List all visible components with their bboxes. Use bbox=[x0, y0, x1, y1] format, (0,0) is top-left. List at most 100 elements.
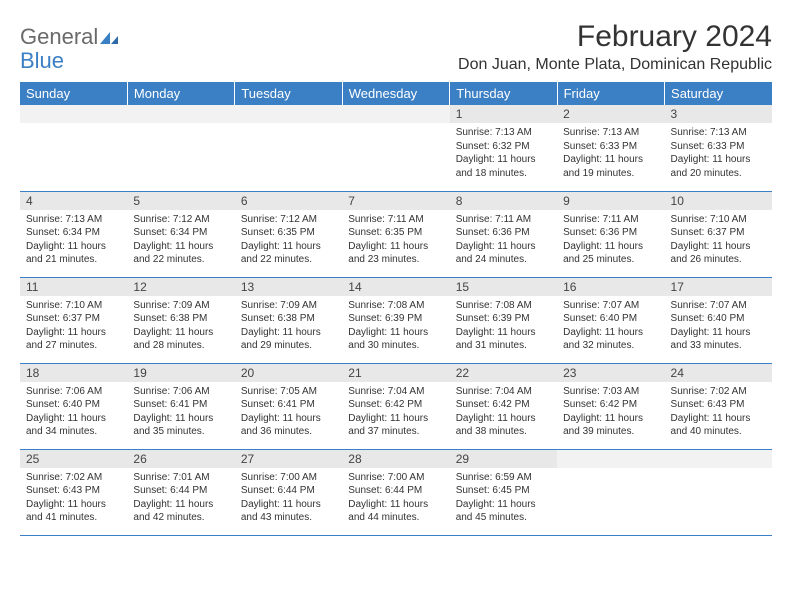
sunrise-line: Sunrise: 7:10 AM bbox=[671, 213, 766, 227]
sunset-line: Sunset: 6:39 PM bbox=[456, 312, 551, 326]
daylight-line: Daylight: 11 hours and 23 minutes. bbox=[348, 240, 443, 267]
day-content: Sunrise: 7:04 AMSunset: 6:42 PMDaylight:… bbox=[342, 382, 449, 443]
daylight-line: Daylight: 11 hours and 25 minutes. bbox=[563, 240, 658, 267]
day-number: 24 bbox=[665, 364, 772, 382]
daylight-line: Daylight: 11 hours and 20 minutes. bbox=[671, 153, 766, 180]
week-row: 4Sunrise: 7:13 AMSunset: 6:34 PMDaylight… bbox=[20, 191, 772, 277]
sunrise-line: Sunrise: 7:11 AM bbox=[456, 213, 551, 227]
day-number: 6 bbox=[235, 192, 342, 210]
day-number: 5 bbox=[127, 192, 234, 210]
day-cell: 12Sunrise: 7:09 AMSunset: 6:38 PMDayligh… bbox=[127, 277, 234, 363]
header: General Blue February 2024 Don Juan, Mon… bbox=[20, 20, 772, 74]
day-number-empty bbox=[20, 105, 127, 123]
day-number: 27 bbox=[235, 450, 342, 468]
sunrise-line: Sunrise: 7:08 AM bbox=[348, 299, 443, 313]
daylight-line: Daylight: 11 hours and 34 minutes. bbox=[26, 412, 121, 439]
day-cell bbox=[235, 105, 342, 191]
day-cell: 13Sunrise: 7:09 AMSunset: 6:38 PMDayligh… bbox=[235, 277, 342, 363]
day-cell: 3Sunrise: 7:13 AMSunset: 6:33 PMDaylight… bbox=[665, 105, 772, 191]
day-cell bbox=[127, 105, 234, 191]
day-cell bbox=[342, 105, 449, 191]
day-content: Sunrise: 7:12 AMSunset: 6:35 PMDaylight:… bbox=[235, 210, 342, 271]
sunrise-line: Sunrise: 7:07 AM bbox=[671, 299, 766, 313]
dow-header-cell: Sunday bbox=[20, 82, 127, 105]
day-cell: 10Sunrise: 7:10 AMSunset: 6:37 PMDayligh… bbox=[665, 191, 772, 277]
day-content: Sunrise: 7:13 AMSunset: 6:33 PMDaylight:… bbox=[557, 123, 664, 184]
day-number: 19 bbox=[127, 364, 234, 382]
day-cell: 6Sunrise: 7:12 AMSunset: 6:35 PMDaylight… bbox=[235, 191, 342, 277]
sunrise-line: Sunrise: 7:00 AM bbox=[348, 471, 443, 485]
day-cell: 5Sunrise: 7:12 AMSunset: 6:34 PMDaylight… bbox=[127, 191, 234, 277]
sunset-line: Sunset: 6:40 PM bbox=[26, 398, 121, 412]
sunset-line: Sunset: 6:37 PM bbox=[26, 312, 121, 326]
sunrise-line: Sunrise: 7:13 AM bbox=[563, 126, 658, 140]
day-number: 17 bbox=[665, 278, 772, 296]
day-number: 18 bbox=[20, 364, 127, 382]
day-cell: 23Sunrise: 7:03 AMSunset: 6:42 PMDayligh… bbox=[557, 363, 664, 449]
sunset-line: Sunset: 6:32 PM bbox=[456, 140, 551, 154]
daylight-line: Daylight: 11 hours and 39 minutes. bbox=[563, 412, 658, 439]
sunset-line: Sunset: 6:40 PM bbox=[563, 312, 658, 326]
day-cell: 21Sunrise: 7:04 AMSunset: 6:42 PMDayligh… bbox=[342, 363, 449, 449]
day-content: Sunrise: 7:13 AMSunset: 6:32 PMDaylight:… bbox=[450, 123, 557, 184]
sunrise-line: Sunrise: 7:03 AM bbox=[563, 385, 658, 399]
day-content: Sunrise: 7:06 AMSunset: 6:40 PMDaylight:… bbox=[20, 382, 127, 443]
sunset-line: Sunset: 6:39 PM bbox=[348, 312, 443, 326]
day-cell: 15Sunrise: 7:08 AMSunset: 6:39 PMDayligh… bbox=[450, 277, 557, 363]
day-cell: 1Sunrise: 7:13 AMSunset: 6:32 PMDaylight… bbox=[450, 105, 557, 191]
day-number: 29 bbox=[450, 450, 557, 468]
day-content: Sunrise: 6:59 AMSunset: 6:45 PMDaylight:… bbox=[450, 468, 557, 529]
sunset-line: Sunset: 6:41 PM bbox=[241, 398, 336, 412]
sunset-line: Sunset: 6:40 PM bbox=[671, 312, 766, 326]
daylight-line: Daylight: 11 hours and 22 minutes. bbox=[241, 240, 336, 267]
sunrise-line: Sunrise: 7:04 AM bbox=[456, 385, 551, 399]
day-content: Sunrise: 7:02 AMSunset: 6:43 PMDaylight:… bbox=[20, 468, 127, 529]
sunrise-line: Sunrise: 7:13 AM bbox=[26, 213, 121, 227]
sunset-line: Sunset: 6:42 PM bbox=[348, 398, 443, 412]
day-content: Sunrise: 7:06 AMSunset: 6:41 PMDaylight:… bbox=[127, 382, 234, 443]
logo-sail-icon bbox=[100, 30, 118, 44]
sunset-line: Sunset: 6:43 PM bbox=[26, 484, 121, 498]
sunrise-line: Sunrise: 7:07 AM bbox=[563, 299, 658, 313]
sunset-line: Sunset: 6:43 PM bbox=[671, 398, 766, 412]
sunrise-line: Sunrise: 7:09 AM bbox=[133, 299, 228, 313]
dow-header-cell: Friday bbox=[557, 82, 664, 105]
sunset-line: Sunset: 6:38 PM bbox=[133, 312, 228, 326]
daylight-line: Daylight: 11 hours and 24 minutes. bbox=[456, 240, 551, 267]
day-content: Sunrise: 7:13 AMSunset: 6:33 PMDaylight:… bbox=[665, 123, 772, 184]
sunset-line: Sunset: 6:42 PM bbox=[456, 398, 551, 412]
day-number: 15 bbox=[450, 278, 557, 296]
day-content: Sunrise: 7:00 AMSunset: 6:44 PMDaylight:… bbox=[235, 468, 342, 529]
day-cell: 25Sunrise: 7:02 AMSunset: 6:43 PMDayligh… bbox=[20, 449, 127, 535]
day-content: Sunrise: 7:10 AMSunset: 6:37 PMDaylight:… bbox=[665, 210, 772, 271]
sunset-line: Sunset: 6:41 PM bbox=[133, 398, 228, 412]
sunrise-line: Sunrise: 7:10 AM bbox=[26, 299, 121, 313]
day-content: Sunrise: 7:09 AMSunset: 6:38 PMDaylight:… bbox=[127, 296, 234, 357]
day-cell: 24Sunrise: 7:02 AMSunset: 6:43 PMDayligh… bbox=[665, 363, 772, 449]
dow-header-cell: Monday bbox=[127, 82, 234, 105]
daylight-line: Daylight: 11 hours and 33 minutes. bbox=[671, 326, 766, 353]
day-number-empty bbox=[235, 105, 342, 123]
day-content: Sunrise: 7:11 AMSunset: 6:35 PMDaylight:… bbox=[342, 210, 449, 271]
dow-header-cell: Saturday bbox=[665, 82, 772, 105]
day-content: Sunrise: 7:08 AMSunset: 6:39 PMDaylight:… bbox=[450, 296, 557, 357]
day-cell bbox=[557, 449, 664, 535]
day-number-empty bbox=[665, 450, 772, 468]
day-content: Sunrise: 7:08 AMSunset: 6:39 PMDaylight:… bbox=[342, 296, 449, 357]
day-content: Sunrise: 7:11 AMSunset: 6:36 PMDaylight:… bbox=[450, 210, 557, 271]
daylight-line: Daylight: 11 hours and 38 minutes. bbox=[456, 412, 551, 439]
sunrise-line: Sunrise: 7:06 AM bbox=[26, 385, 121, 399]
day-number: 3 bbox=[665, 105, 772, 123]
dow-header-cell: Thursday bbox=[450, 82, 557, 105]
sunset-line: Sunset: 6:33 PM bbox=[563, 140, 658, 154]
day-number: 12 bbox=[127, 278, 234, 296]
sunrise-line: Sunrise: 7:12 AM bbox=[241, 213, 336, 227]
daylight-line: Daylight: 11 hours and 21 minutes. bbox=[26, 240, 121, 267]
day-cell: 29Sunrise: 6:59 AMSunset: 6:45 PMDayligh… bbox=[450, 449, 557, 535]
day-content: Sunrise: 7:04 AMSunset: 6:42 PMDaylight:… bbox=[450, 382, 557, 443]
daylight-line: Daylight: 11 hours and 27 minutes. bbox=[26, 326, 121, 353]
day-content: Sunrise: 7:05 AMSunset: 6:41 PMDaylight:… bbox=[235, 382, 342, 443]
sunset-line: Sunset: 6:44 PM bbox=[133, 484, 228, 498]
sunset-line: Sunset: 6:44 PM bbox=[348, 484, 443, 498]
day-number: 7 bbox=[342, 192, 449, 210]
